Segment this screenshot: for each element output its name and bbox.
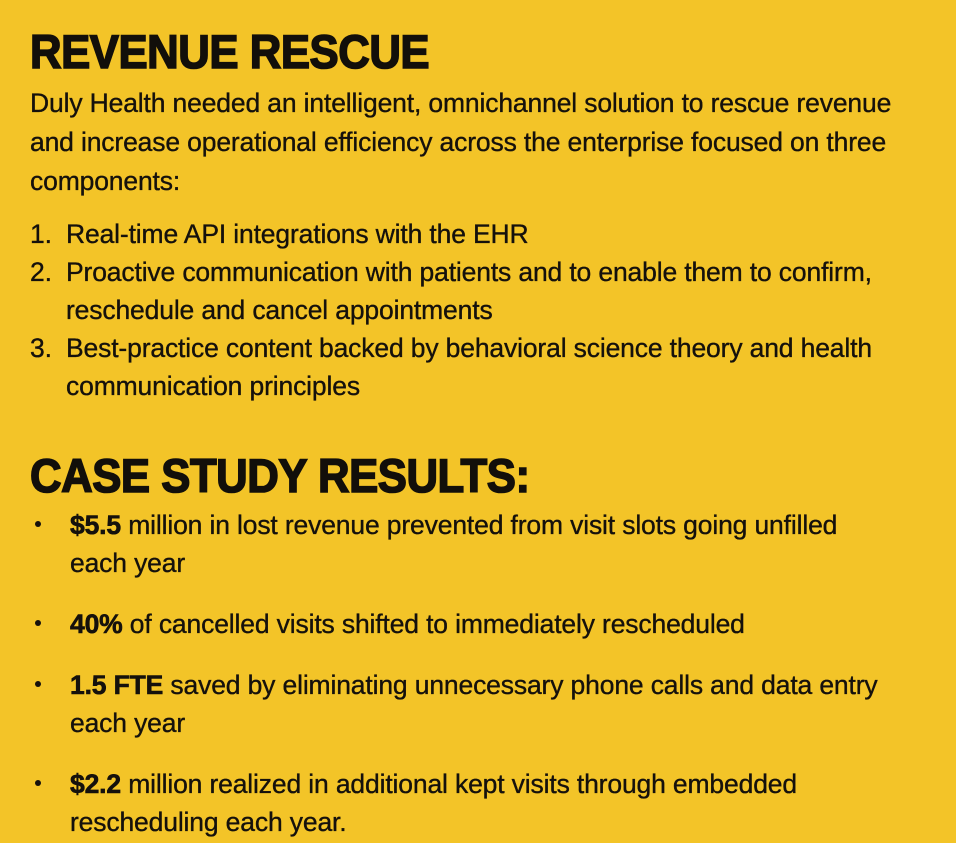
list-item-number: 3. (30, 333, 52, 364)
bullet-dot-icon (35, 780, 41, 787)
list-item: $2.2 million realized in additional kept… (30, 765, 896, 841)
list-item-label: Best-practice content backed by behavior… (66, 333, 872, 402)
list-item: $5.5 million in lost revenue prevented f… (30, 506, 896, 582)
result-metric: 40% (70, 608, 123, 640)
result-description: million realized in additional kept visi… (70, 769, 797, 838)
bullet-dot-icon (35, 619, 41, 626)
intro-paragraph: Duly Health needed an intelligent, omnic… (30, 87, 892, 196)
list-item-label: Real-time API integrations with the EHR (66, 218, 529, 249)
result-description: of cancelled visits shifted to immediate… (122, 608, 745, 639)
page-title: REVENUE RESCUE (29, 25, 430, 78)
result-description: saved by eliminating unnecessary phone c… (70, 669, 878, 739)
section-divider-spacer (30, 406, 896, 452)
results-list: $5.5 million in lost revenue prevented f… (30, 506, 896, 842)
result-metric: $5.5 (70, 509, 122, 540)
result-description: million in lost revenue prevented from v… (70, 509, 838, 578)
list-item: 40% of cancelled visits shifted to immed… (30, 605, 896, 643)
list-item-number: 1. (30, 218, 52, 249)
list-item: 1. Real-time API integrations with the E… (30, 215, 896, 253)
bullet-dot-icon (35, 520, 41, 527)
list-item: 1.5 FTE saved by eliminating unnecessary… (30, 666, 896, 742)
components-list: 1. Real-time API integrations with the E… (30, 215, 896, 406)
bullet-dot-icon (35, 680, 41, 687)
result-metric: 1.5 FTE (70, 669, 164, 701)
result-metric: $2.2 (70, 769, 122, 800)
list-item: 2. Proactive communication with patients… (30, 253, 896, 329)
list-item-number: 2. (30, 256, 52, 287)
list-item-label: Proactive communication with patients an… (66, 256, 872, 326)
list-item: 3. Best-practice content backed by behav… (30, 329, 896, 405)
results-title: CASE STUDY RESULTS: (29, 448, 531, 502)
